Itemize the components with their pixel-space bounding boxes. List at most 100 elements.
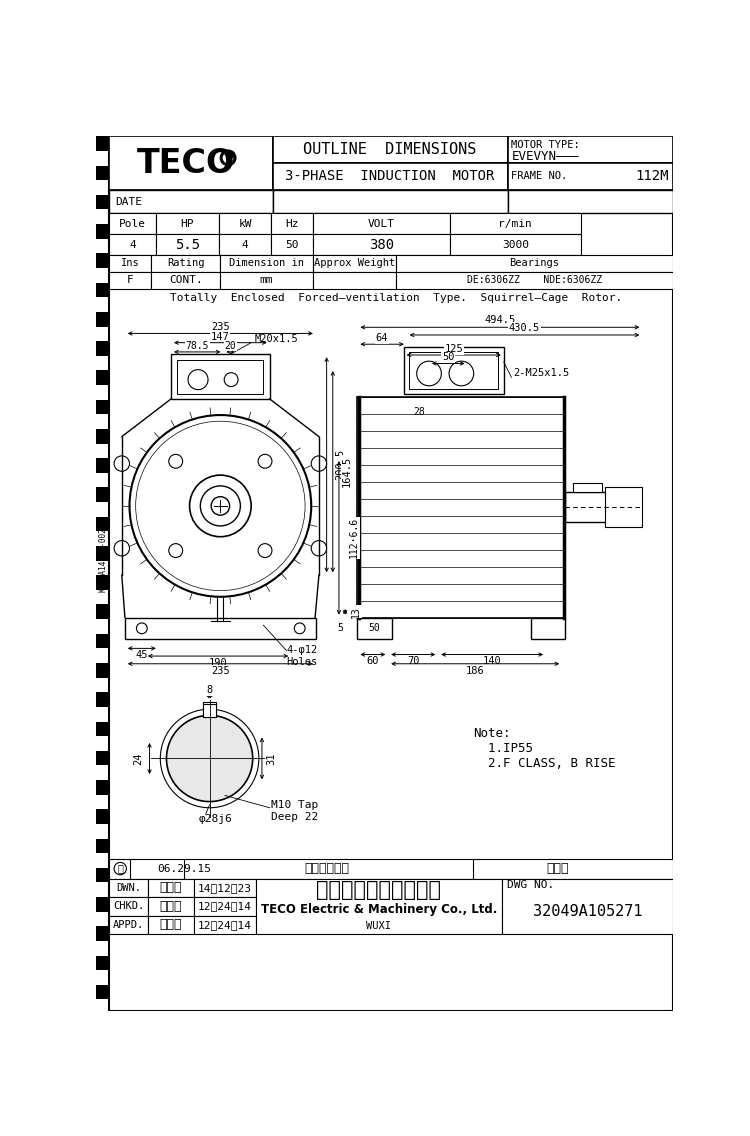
Bar [95,868,109,883]
Bar [95,955,109,970]
Bar [110,878,148,897]
Text: Hz: Hz [285,219,298,228]
Text: 32049A105271: 32049A105271 [533,904,643,919]
Text: 4: 4 [242,240,248,250]
Circle shape [311,456,326,471]
Bar [110,859,674,878]
Text: 50: 50 [368,624,380,634]
Bar [95,985,109,1000]
Text: 125: 125 [444,344,463,353]
Circle shape [227,151,235,159]
Bar [358,396,566,618]
Text: 186: 186 [466,666,484,676]
Text: DATE: DATE [116,197,142,207]
Bar [95,707,109,721]
Bar [95,766,109,780]
Bar [95,663,109,678]
Bar [95,298,109,312]
Bar [110,916,148,934]
Bar [171,354,270,399]
Bar [95,312,109,326]
Bar [95,400,109,415]
Text: 31: 31 [266,752,276,765]
Bar [95,429,109,443]
Bar [256,878,502,934]
Bar [95,912,109,926]
Text: 190: 190 [209,658,227,668]
Text: 12․24․14: 12․24․14 [198,901,252,911]
Bar [95,415,109,429]
Bar [95,883,109,897]
Bar [95,326,109,341]
Bar [95,649,109,663]
Bar [450,214,580,234]
Bar [95,385,109,400]
Bar [95,239,109,253]
Bar [95,458,109,473]
Bar [95,253,109,268]
Text: 8: 8 [206,685,213,695]
Bar [156,214,219,234]
Bar [110,214,156,234]
Text: 修改電機總長: 修改電機總長 [304,862,349,875]
Text: 12․24․14: 12․24․14 [198,920,252,929]
Bar [95,721,109,736]
Bar [95,795,109,809]
Text: VOLT: VOLT [368,219,394,228]
Bar [313,234,450,254]
Text: 24: 24 [134,752,144,765]
Text: 164.5: 164.5 [342,456,352,487]
Bar [508,136,674,164]
Text: DWG NO.: DWG NO. [507,879,554,889]
Bar [95,136,109,151]
Text: 50: 50 [285,240,298,250]
Text: 147: 147 [211,332,230,342]
Bar [95,824,109,838]
Bar [110,190,273,214]
Bar [95,181,109,195]
Text: 2.F CLASS, B RISE: 2.F CLASS, B RISE [473,758,616,770]
Bar [95,560,109,575]
Bar [396,272,674,289]
Bar [272,234,313,254]
Bar [95,590,109,604]
Bar [95,897,109,912]
Text: 4: 4 [129,240,136,250]
Bar [95,224,109,239]
Text: M20x1.5: M20x1.5 [254,334,298,344]
Text: r/min: r/min [499,219,532,228]
Bar [272,214,313,234]
Circle shape [311,541,326,556]
Text: 112M: 112M [636,169,669,183]
Bar [95,634,109,649]
Text: 380: 380 [369,237,394,251]
Bar [95,780,109,795]
Text: φ28j6: φ28j6 [199,813,232,824]
Text: OUTLINE  DIMENSIONS: OUTLINE DIMENSIONS [303,142,476,157]
Bar [203,702,216,717]
Bar [95,604,109,619]
Text: 1.IP55: 1.IP55 [473,742,533,755]
Bar [503,878,674,934]
Text: CHKD.: CHKD. [113,901,144,911]
Text: TECO: TECO [137,147,236,179]
Bar [219,234,272,254]
Bar [273,136,508,164]
Text: 薄敏高: 薄敏高 [546,862,568,875]
Text: 70: 70 [407,657,419,667]
Text: 5.5: 5.5 [175,237,200,251]
Bar [110,254,151,272]
Text: mm: mm [260,275,273,285]
Bar [95,619,109,634]
Bar [95,341,109,356]
Bar [95,502,109,517]
Bar [110,136,273,190]
Bar [110,897,148,916]
Bar [151,272,220,289]
Text: 時巛準: 時巛準 [160,900,182,913]
Text: 13: 13 [351,605,361,618]
Bar [95,209,109,224]
Bar [605,487,642,527]
Bar [95,283,109,298]
Bar [95,678,109,692]
